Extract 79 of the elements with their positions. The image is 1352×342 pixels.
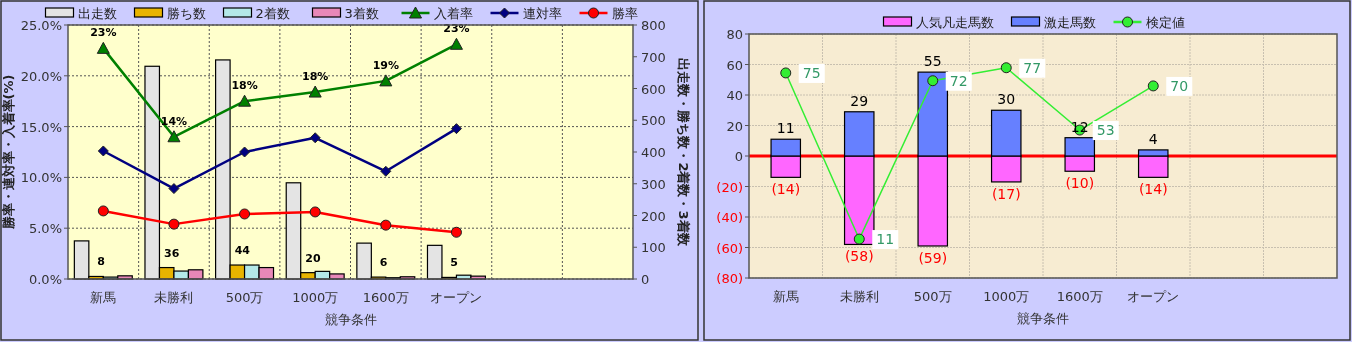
legend-label: 勝率: [611, 6, 638, 21]
data-label: 18%: [231, 79, 258, 93]
x-tick-label: 1000万: [983, 289, 1030, 304]
legend-label: 激走馬数: [1043, 15, 1096, 30]
x-axis-title: 競争条件: [324, 312, 377, 327]
data-label: 53: [1096, 122, 1115, 139]
data-label: 20: [305, 251, 321, 265]
data-label: (14): [1138, 181, 1168, 198]
y-tick-label: (20): [716, 179, 743, 195]
data-label: 19%: [372, 58, 399, 72]
x-tick-label: 未勝利: [839, 289, 879, 304]
y2-tick-label: 600: [641, 81, 666, 97]
y-axis-title: 勝率・連対率・入着率(%): [1, 74, 16, 231]
y-tick-label: 0.0%: [28, 272, 62, 287]
y2-tick-label: 700: [641, 49, 666, 65]
data-label: 18%: [302, 70, 329, 84]
x-tick-label: 1600万: [1056, 289, 1103, 304]
data-label: 30: [997, 91, 1016, 108]
data-label: 11: [876, 231, 895, 248]
data-label: 11: [776, 120, 795, 137]
legend-label: 入着率: [433, 6, 473, 21]
y-tick-label: 15.0%: [20, 119, 62, 135]
data-label: 5: [450, 256, 459, 270]
y2-axis-title: 出走数・勝ち数・2着数・3着数: [676, 58, 691, 247]
y-tick-label: 0: [734, 149, 743, 164]
y-tick-label: 10.0%: [20, 170, 62, 186]
data-label: (10): [1065, 175, 1095, 192]
y-tick-label: 60: [726, 57, 743, 73]
data-label: 8: [97, 255, 105, 269]
data-label: (17): [991, 185, 1021, 202]
data-label: 29: [850, 92, 869, 109]
y-tick-label: (40): [716, 210, 743, 225]
y-tick-label: (80): [716, 271, 743, 286]
y-tick-label: 40: [726, 88, 743, 103]
data-label: (59): [918, 249, 948, 266]
data-label: (58): [844, 248, 874, 265]
y2-tick-label: 200: [641, 208, 666, 224]
x-tick-label: 500万: [225, 290, 264, 305]
x-tick-label: オープン: [1127, 289, 1180, 304]
data-label: 36: [164, 246, 180, 260]
y-tick-label: 20: [726, 118, 743, 134]
y2-tick-label: 800: [641, 18, 666, 33]
data-label: 23%: [443, 22, 470, 36]
y-tick-label: (60): [716, 240, 743, 256]
y-tick-label: 5.0%: [28, 221, 62, 237]
y-tick-label: 25.0%: [20, 18, 62, 33]
x-tick-label: 新馬: [90, 290, 117, 305]
y2-tick-label: 500: [641, 113, 666, 129]
data-label: 75: [802, 64, 821, 81]
y2-tick-label: 300: [641, 176, 666, 192]
x-tick-label: 新馬: [772, 289, 799, 304]
y2-tick-label: 400: [641, 145, 666, 160]
data-label: (14): [771, 181, 801, 198]
y-tick-label: 80: [726, 27, 743, 42]
data-label: 70: [1170, 77, 1189, 94]
data-label: 55: [923, 53, 942, 70]
legend-label: 人気凡走馬数: [915, 15, 994, 30]
data-label: 44: [234, 244, 251, 258]
data-label: 14%: [160, 114, 188, 128]
x-tick-label: 未勝利: [154, 290, 194, 305]
legend-label: 3着数: [344, 6, 379, 21]
data-label: 23%: [90, 26, 117, 40]
y2-tick-label: 100: [641, 240, 666, 256]
x-axis-title: 競争条件: [1017, 311, 1069, 326]
x-tick-label: オープン: [430, 290, 483, 305]
data-label: 72: [949, 72, 968, 89]
x-tick-label: 1000万: [292, 290, 339, 305]
legend-label: 2着数: [255, 6, 290, 21]
y2-tick-label: 0: [641, 272, 650, 287]
x-tick-label: 500万: [913, 289, 952, 304]
legend-label: 勝ち数: [166, 6, 206, 21]
data-label: 77: [1023, 59, 1042, 76]
legend-label: 検定値: [1145, 15, 1185, 30]
y-tick-label: 20.0%: [20, 68, 62, 84]
data-label: 4: [1148, 130, 1158, 147]
data-label: 6: [379, 256, 388, 270]
x-tick-label: 1600万: [362, 290, 409, 305]
legend-label: 連対率: [522, 6, 562, 21]
legend-label: 出走数: [77, 6, 117, 21]
